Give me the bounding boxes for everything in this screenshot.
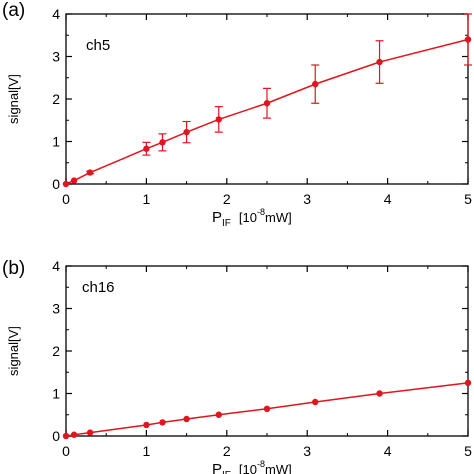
y-tick-label: 2 <box>52 343 60 359</box>
x-label-unit-suffix: mW] <box>265 462 292 474</box>
y-tick-label: 0 <box>52 176 60 192</box>
x-label-main: P <box>212 209 222 226</box>
x-label-unit-prefix: [10 <box>239 210 257 225</box>
data-point <box>215 116 222 123</box>
data-point <box>464 36 472 43</box>
x-tick-label: 0 <box>62 191 70 207</box>
data-point <box>70 431 78 438</box>
data-point <box>70 177 78 184</box>
data-point <box>376 390 383 397</box>
y-tick-label: 0 <box>52 428 60 444</box>
chart-panel-2: 0 1 2 3 4 5 0 1 2 3 4 (b) ch16 signal[V] PIF [10-8mW] <box>2 258 472 474</box>
x-tick-label: 3 <box>303 443 311 459</box>
data-point <box>86 169 94 176</box>
x-label-subscript: IF <box>222 218 231 229</box>
y-axis-label: signal[V] <box>6 74 21 124</box>
x-tick-label: 1 <box>143 191 151 207</box>
x-axis-label: PIF [10-8mW] <box>212 207 292 229</box>
x-tick-label: 4 <box>384 191 392 207</box>
x-tick-label: 3 <box>303 191 311 207</box>
chart-panel-1: 0 1 2 3 4 5 0 1 2 3 4 (a) ch5 signal[V] PIF [10-8mW] <box>2 0 472 229</box>
y-tick-label: 2 <box>52 91 60 107</box>
y-axis-label: signal[V] <box>6 326 21 376</box>
channel-annotation: ch5 <box>86 37 110 54</box>
data-point <box>215 411 222 418</box>
panel-label: (b) <box>2 258 25 279</box>
channel-annotation: ch16 <box>82 279 115 296</box>
y-tick-label: 4 <box>52 258 60 274</box>
x-label-main: P <box>212 461 222 474</box>
data-point <box>464 379 472 387</box>
x-label-exponent: -8 <box>257 459 265 469</box>
data-point <box>143 421 150 429</box>
x-label-exponent: -8 <box>257 207 265 217</box>
data-point <box>86 429 94 436</box>
x-tick-label: 4 <box>384 443 392 459</box>
x-label-unit-prefix: [10 <box>239 462 257 474</box>
x-tick-label: 5 <box>464 191 472 207</box>
data-point <box>159 139 166 146</box>
y-tick-label: 1 <box>52 134 60 150</box>
data-point <box>159 419 166 426</box>
x-label-unit-suffix: mW] <box>265 210 292 225</box>
data-point <box>62 432 70 440</box>
panel-label: (a) <box>2 0 25 21</box>
data-point <box>143 145 150 152</box>
x-tick-label: 2 <box>223 443 231 459</box>
y-tick-label: 4 <box>52 6 60 22</box>
y-tick-label: 1 <box>52 386 60 402</box>
x-tick-label: 0 <box>62 443 70 459</box>
data-point <box>183 415 190 423</box>
y-tick-label: 3 <box>52 49 60 65</box>
data-point <box>312 398 319 406</box>
data-point <box>376 58 383 66</box>
x-tick-label: 1 <box>143 443 151 459</box>
y-tick-label: 3 <box>52 301 60 317</box>
x-label-subscript: IF <box>222 470 231 474</box>
x-axis-label: PIF [10-8mW] <box>212 459 292 474</box>
x-tick-label: 2 <box>223 191 231 207</box>
data-point <box>263 100 271 107</box>
data-point <box>62 180 70 188</box>
data-point <box>183 128 190 136</box>
data-point <box>312 80 319 88</box>
x-tick-label: 5 <box>464 443 472 459</box>
data-point <box>263 405 271 412</box>
